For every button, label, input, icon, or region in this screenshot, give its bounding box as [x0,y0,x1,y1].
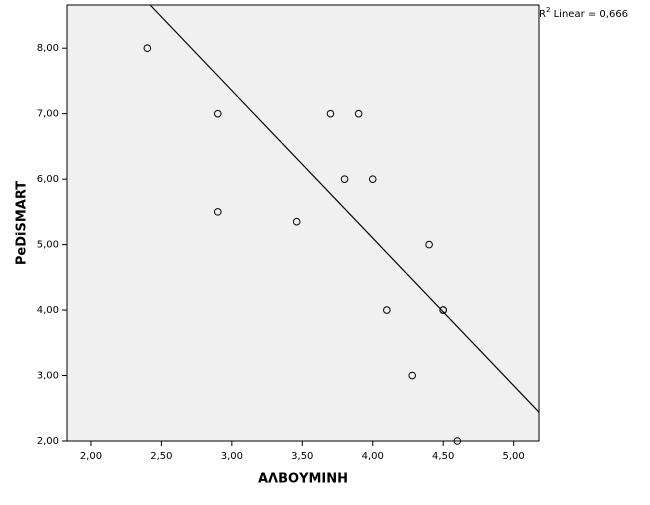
point [326,109,335,118]
x-tick-label: 2,00 [80,451,102,462]
point [213,208,222,216]
annotation: R2 Linear = 0,666 [539,6,628,20]
point [143,44,152,53]
annotation-text: Linear = 0,666 [550,9,628,20]
y-tick-label: 3,00 [37,371,59,382]
x-tick-label: 4,50 [432,451,454,462]
point [408,371,416,380]
point [292,217,301,226]
y-axis-title: PeDiSMART [15,181,30,265]
fit-line [149,4,540,413]
point [368,175,377,183]
point [340,175,349,183]
y-tick-label: 4,00 [37,305,59,316]
y-tick-label: 5,00 [37,240,59,251]
x-tick-label: 2,50 [150,451,172,462]
annotation-sup: 2 [546,6,550,14]
point [354,109,363,118]
x-tick-label: 5,00 [503,451,525,462]
plot-area [66,4,540,442]
y-tick-label: 6,00 [37,174,59,185]
x-axis-title: ΑΛΒΟΥΜΙΝΗ [258,472,348,487]
x-tick-label: 4,00 [362,451,384,462]
point [383,306,391,314]
point [439,306,447,314]
y-tick-label: 8,00 [37,43,59,54]
annotation-base: R [539,9,546,20]
point [425,240,433,249]
x-tick-label: 3,00 [221,451,243,462]
y-tick-label: 2,00 [37,436,59,447]
x-tick-label: 3,50 [291,451,313,462]
y-tick-label: 7,00 [37,109,59,120]
point [213,109,222,118]
point [453,437,462,445]
